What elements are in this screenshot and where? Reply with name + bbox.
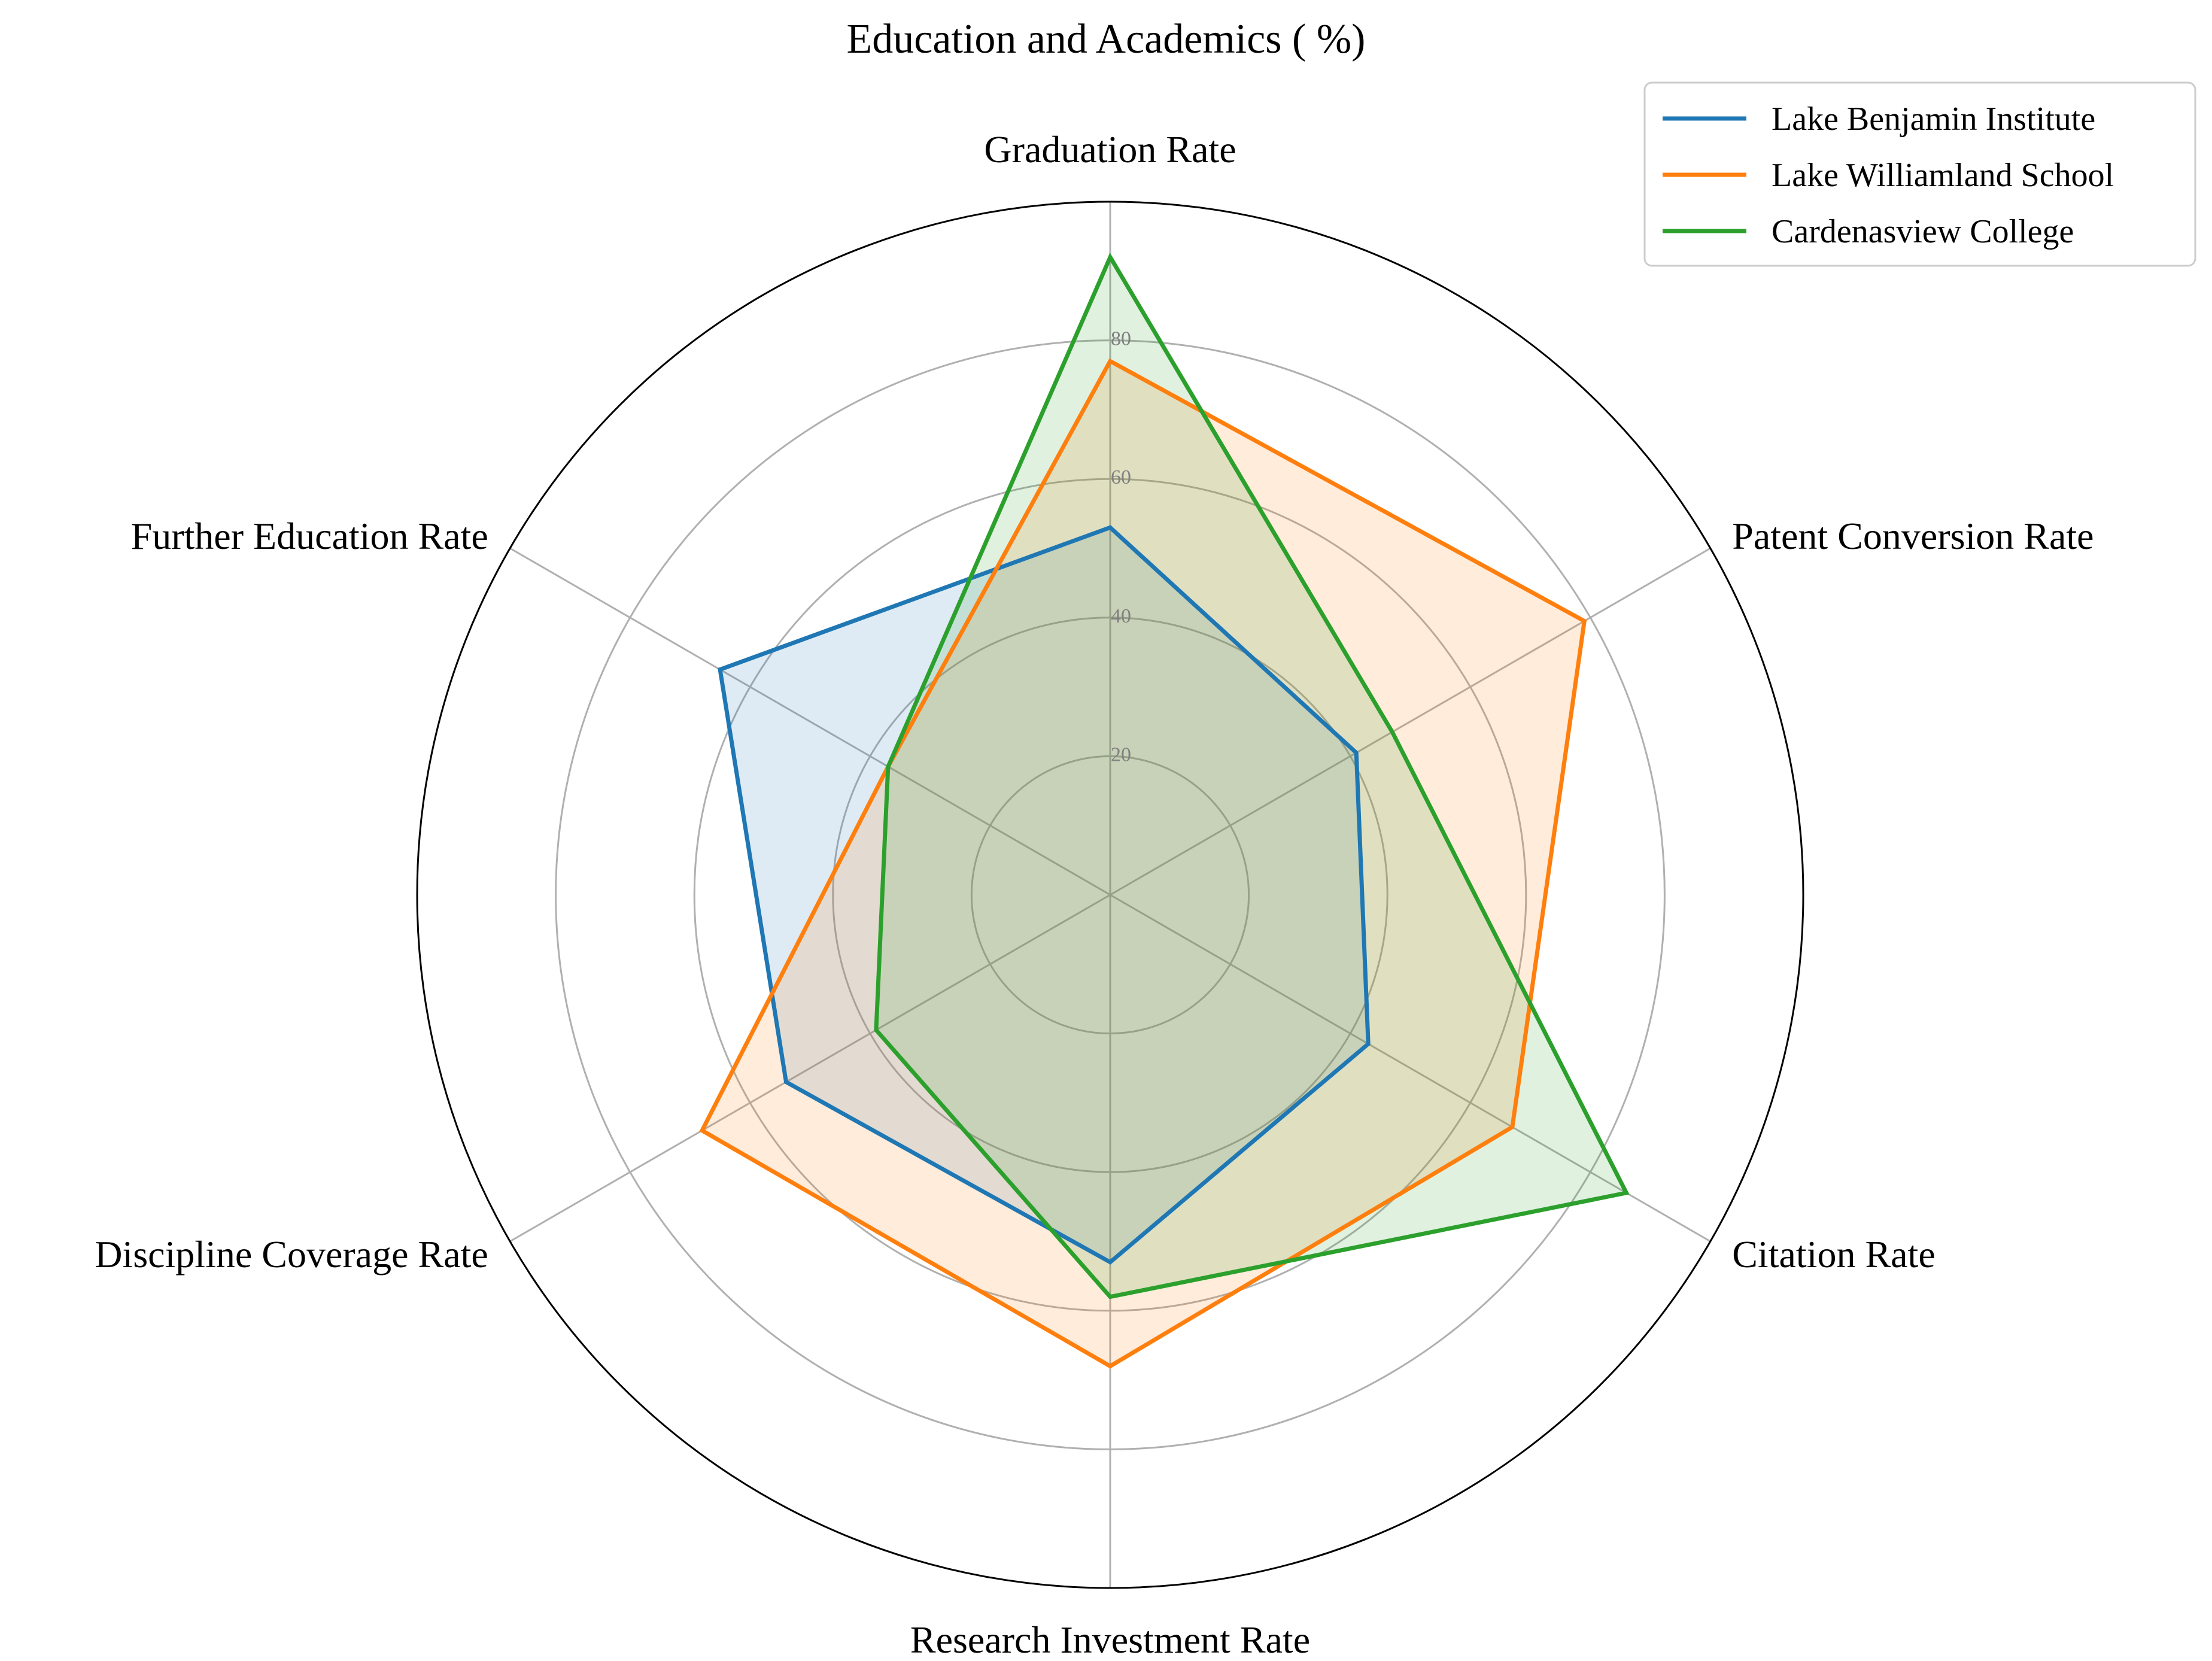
series-fill-lake-williamland-school [702,361,1585,1367]
tick-label: 40 [1111,605,1131,627]
tick-label: 20 [1111,743,1131,766]
axis-label-research-investment-rate: Research Investment Rate [910,1619,1310,1661]
legend: Lake Benjamin Institute Lake Williamland … [1643,81,2196,267]
legend-frame [1643,81,2196,267]
radial-tick-labels: 20 40 60 80 [1111,328,1131,766]
series-fill-cardenasview-college [876,257,1627,1297]
legend-label-lake-williamland-school: Lake Williamland School [1772,157,2114,194]
spoke-further-education-rate [509,547,1111,896]
series-line-cardenasview-college [874,252,1630,1299]
tick-label: 80 [1111,328,1131,350]
spoke-patent-conversion-rate [1110,547,1711,896]
chart-title: Education and Academics ( %) [847,16,1366,62]
spoke-discipline-coverage-rate [509,894,1111,1243]
spoke-citation-rate [1110,894,1711,1243]
legend-label-lake-benjamin-institute: Lake Benjamin Institute [1772,101,2095,138]
axis-label-graduation-rate: Graduation Rate [984,128,1236,171]
axis-label-further-education-rate: Further Education Rate [131,515,488,557]
axis-label-patent-conversion-rate: Patent Conversion Rate [1732,515,2094,557]
series-fill-lake-benjamin-institute [720,527,1369,1262]
axis-label-discipline-coverage-rate: Discipline Coverage Rate [95,1233,488,1276]
axis-labels: Graduation Rate Patent Conversion Rate Cit… [95,128,2094,1661]
legend-label-cardenasview-college: Cardenasview College [1772,213,2074,250]
tick-label: 60 [1111,466,1131,488]
outer-frame [416,201,1804,1589]
radar-series [699,252,1630,1369]
radar-grid [416,201,1804,1589]
series-line-lake-benjamin-institute [718,525,1371,1265]
axis-label-citation-rate: Citation Rate [1732,1233,1936,1276]
